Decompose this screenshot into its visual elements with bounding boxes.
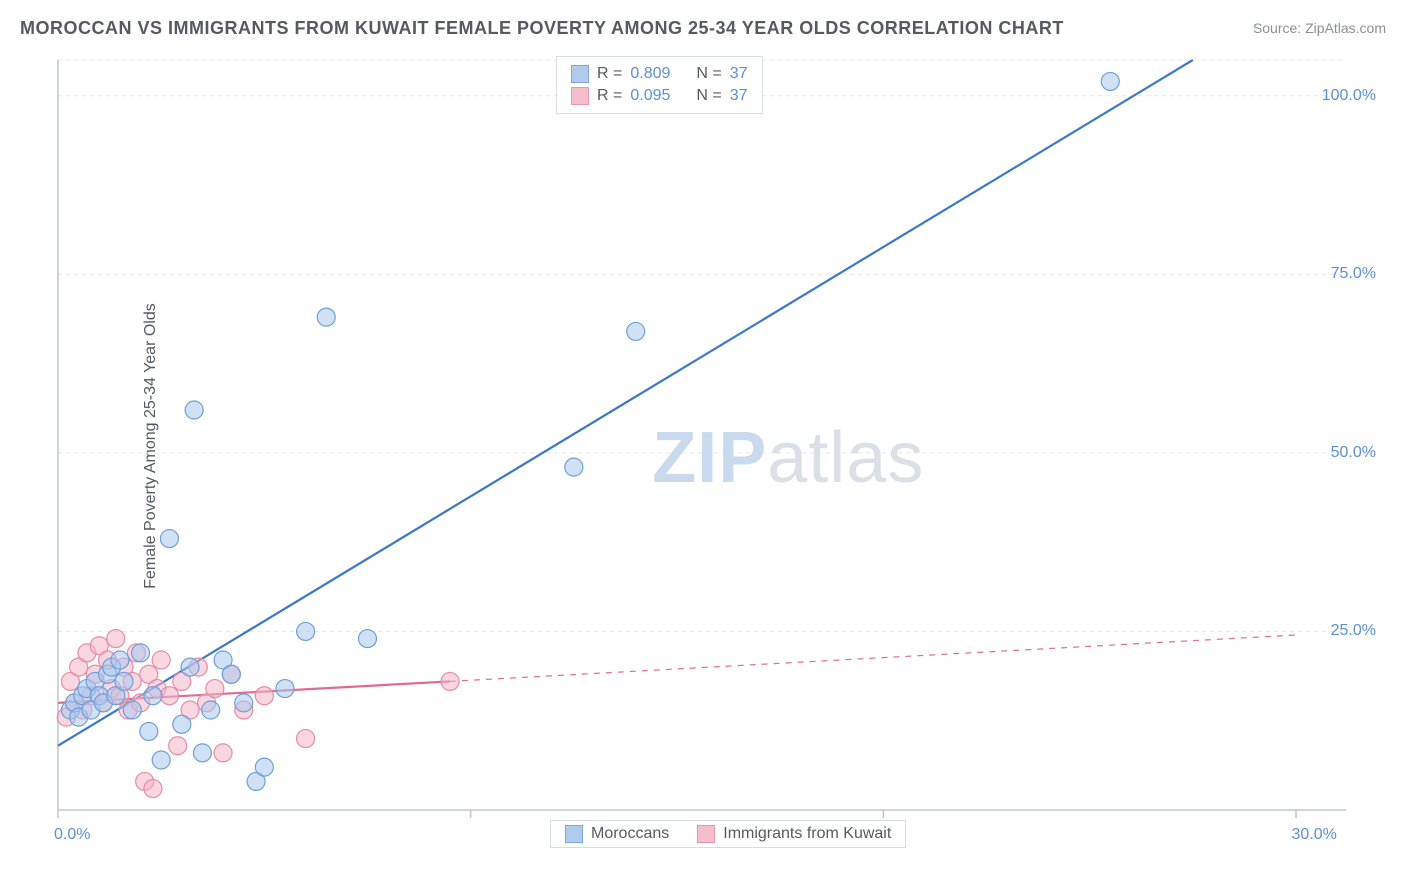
y-tick-label: 75.0% [1331, 265, 1376, 283]
legend-series-label: Immigrants from Kuwait [723, 825, 891, 843]
legend-swatch [697, 825, 715, 843]
legend-n-value: 37 [730, 65, 748, 83]
legend-series-item: Moroccans [565, 825, 669, 843]
legend-r-value: 0.809 [630, 65, 670, 83]
legend-series-item: Immigrants from Kuwait [697, 825, 891, 843]
legend-n-value: 37 [730, 87, 748, 105]
legend-swatch [571, 65, 589, 83]
legend-r-label: R = [597, 87, 622, 105]
chart-plot-area: ZIPatlas R = 0.809 N = 37 R = 0.095 N = … [50, 50, 1386, 852]
legend-series-label: Moroccans [591, 825, 669, 843]
legend-r-value: 0.095 [630, 87, 670, 105]
legend-series-box: Moroccans Immigrants from Kuwait [550, 820, 906, 848]
chart-title: MOROCCAN VS IMMIGRANTS FROM KUWAIT FEMAL… [20, 18, 1064, 39]
legend-swatch [565, 825, 583, 843]
legend-n-label: N = [696, 65, 721, 83]
legend-correlation-box: R = 0.809 N = 37 R = 0.095 N = 37 [556, 56, 763, 114]
legend-correlation-row: R = 0.809 N = 37 [571, 63, 748, 85]
legend-swatch [571, 87, 589, 105]
legend-correlation-row: R = 0.095 N = 37 [571, 85, 748, 107]
legend-n-label: N = [696, 87, 721, 105]
legend-r-label: R = [597, 65, 622, 83]
x-tick-label: 0.0% [54, 826, 90, 844]
scatter-chart-svg [50, 50, 1386, 852]
y-tick-label: 100.0% [1322, 87, 1376, 105]
x-tick-label: 30.0% [1291, 826, 1336, 844]
y-tick-label: 50.0% [1331, 444, 1376, 462]
source-attribution: Source: ZipAtlas.com [1253, 20, 1386, 36]
y-tick-label: 25.0% [1331, 622, 1376, 640]
